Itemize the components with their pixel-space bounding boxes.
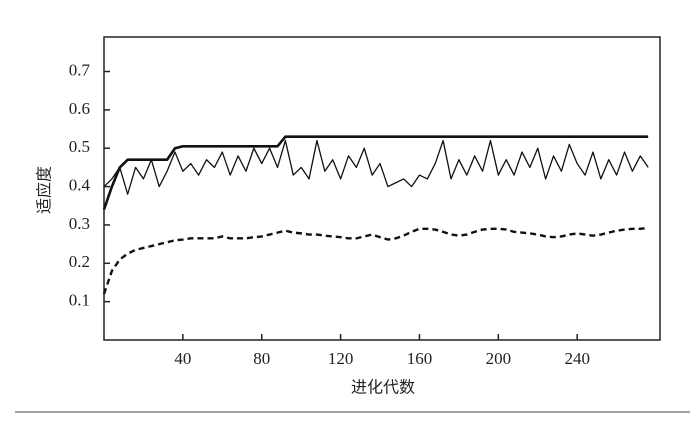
series-line [102,226,649,295]
y-tick-label: 0.4 [69,175,91,194]
y-tick-label: 0.6 [69,99,90,118]
x-tick-label: 200 [486,349,512,368]
y-tick-label: 0.2 [69,252,90,271]
y-tick-label: 0.7 [69,60,91,79]
x-tick-label: 160 [407,349,433,368]
y-tick-label: 0.3 [69,214,90,233]
x-tick-label: 40 [174,349,191,368]
x-axis-label: 进化代数 [351,378,415,397]
y-axis-label: 适应度 [35,166,54,214]
x-tick-label: 120 [328,349,354,368]
y-tick-label: 0.1 [69,291,90,310]
series-line [103,139,649,195]
x-tick-label: 80 [253,349,270,368]
plot-frame [103,36,661,341]
x-tick-label: 240 [564,349,590,368]
y-tick-label: 0.5 [69,137,90,156]
series-line [102,135,649,211]
